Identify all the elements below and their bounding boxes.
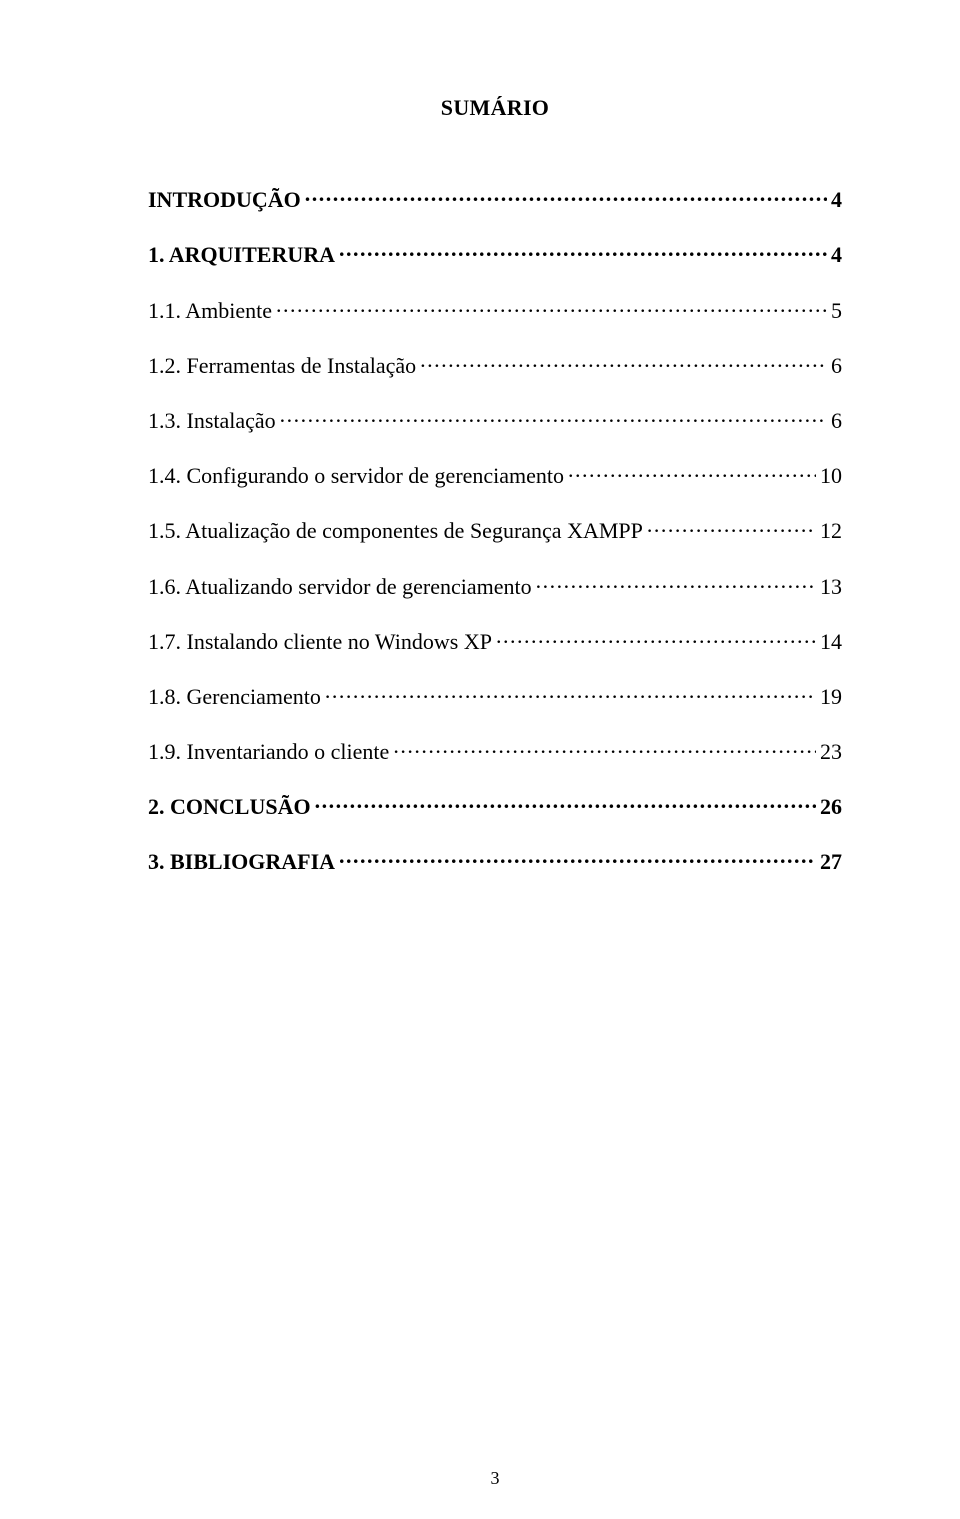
toc-entry: 1. ARQUITERURA 4 <box>148 238 842 268</box>
toc-entry-label: 1.1. Ambiente <box>148 298 272 324</box>
page-number: 3 <box>148 1448 842 1489</box>
toc-entry: 1.8. Gerenciamento 19 <box>148 680 842 710</box>
toc-leader-dots <box>339 845 816 869</box>
toc-leader-dots <box>496 625 816 649</box>
table-of-contents: INTRODUÇÃO 4 1. ARQUITERURA 4 1.1. Ambiente 5… <box>148 183 842 1448</box>
toc-entry: 3. BIBLIOGRAFIA 27 <box>148 845 842 875</box>
toc-leader-dots <box>305 183 827 207</box>
toc-entry-page: 6 <box>831 408 842 434</box>
page-title: SUMÁRIO <box>148 95 842 121</box>
toc-entry: 1.3. Instalação 6 <box>148 404 842 434</box>
toc-entry-label: 1.7. Instalando cliente no Windows XP <box>148 629 492 655</box>
toc-entry-label: 2. CONCLUSÃO <box>148 794 311 820</box>
toc-entry-page: 12 <box>820 518 842 544</box>
toc-entry-label: 3. BIBLIOGRAFIA <box>148 849 335 875</box>
toc-entry-label: 1.8. Gerenciamento <box>148 684 321 710</box>
toc-entry: 2. CONCLUSÃO 26 <box>148 790 842 820</box>
toc-entry-label: INTRODUÇÃO <box>148 187 301 213</box>
toc-leader-dots <box>325 680 816 704</box>
toc-entry: 1.9. Inventariando o cliente 23 <box>148 735 842 765</box>
toc-entry-page: 26 <box>820 794 842 820</box>
toc-entry-label: 1.9. Inventariando o cliente <box>148 739 389 765</box>
toc-leader-dots <box>315 790 816 814</box>
toc-entry-label: 1.5. Atualização de componentes de Segur… <box>148 518 643 544</box>
toc-entry-page: 14 <box>820 629 842 655</box>
toc-leader-dots <box>276 293 827 317</box>
toc-leader-dots <box>420 349 827 373</box>
toc-entry: 1.1. Ambiente 5 <box>148 293 842 323</box>
toc-entry-page: 4 <box>831 187 842 213</box>
toc-entry-page: 13 <box>820 574 842 600</box>
toc-entry-page: 5 <box>831 298 842 324</box>
toc-leader-dots <box>536 569 816 593</box>
toc-entry: 1.4. Configurando o servidor de gerencia… <box>148 459 842 489</box>
toc-entry: 1.7. Instalando cliente no Windows XP 14 <box>148 625 842 655</box>
toc-entry: 1.2. Ferramentas de Instalação 6 <box>148 349 842 379</box>
toc-entry: 1.6. Atualizando servidor de gerenciamen… <box>148 569 842 599</box>
toc-entry-page: 19 <box>820 684 842 710</box>
toc-leader-dots <box>280 404 827 428</box>
toc-entry: 1.5. Atualização de componentes de Segur… <box>148 514 842 544</box>
toc-entry-page: 10 <box>820 463 842 489</box>
toc-entry-label: 1.4. Configurando o servidor de gerencia… <box>148 463 564 489</box>
toc-entry-page: 4 <box>831 242 842 268</box>
toc-entry-label: 1. ARQUITERURA <box>148 242 335 268</box>
toc-entry-label: 1.3. Instalação <box>148 408 276 434</box>
toc-leader-dots <box>568 459 816 483</box>
toc-leader-dots <box>647 514 816 538</box>
document-page: SUMÁRIO INTRODUÇÃO 4 1. ARQUITERURA 4 1.1. A… <box>0 0 960 1519</box>
toc-entry-label: 1.6. Atualizando servidor de gerenciamen… <box>148 574 532 600</box>
toc-entry: INTRODUÇÃO 4 <box>148 183 842 213</box>
toc-leader-dots <box>393 735 816 759</box>
toc-entry-page: 23 <box>820 739 842 765</box>
toc-entry-label: 1.2. Ferramentas de Instalação <box>148 353 416 379</box>
toc-leader-dots <box>339 238 827 262</box>
toc-entry-page: 6 <box>831 353 842 379</box>
toc-entry-page: 27 <box>820 849 842 875</box>
